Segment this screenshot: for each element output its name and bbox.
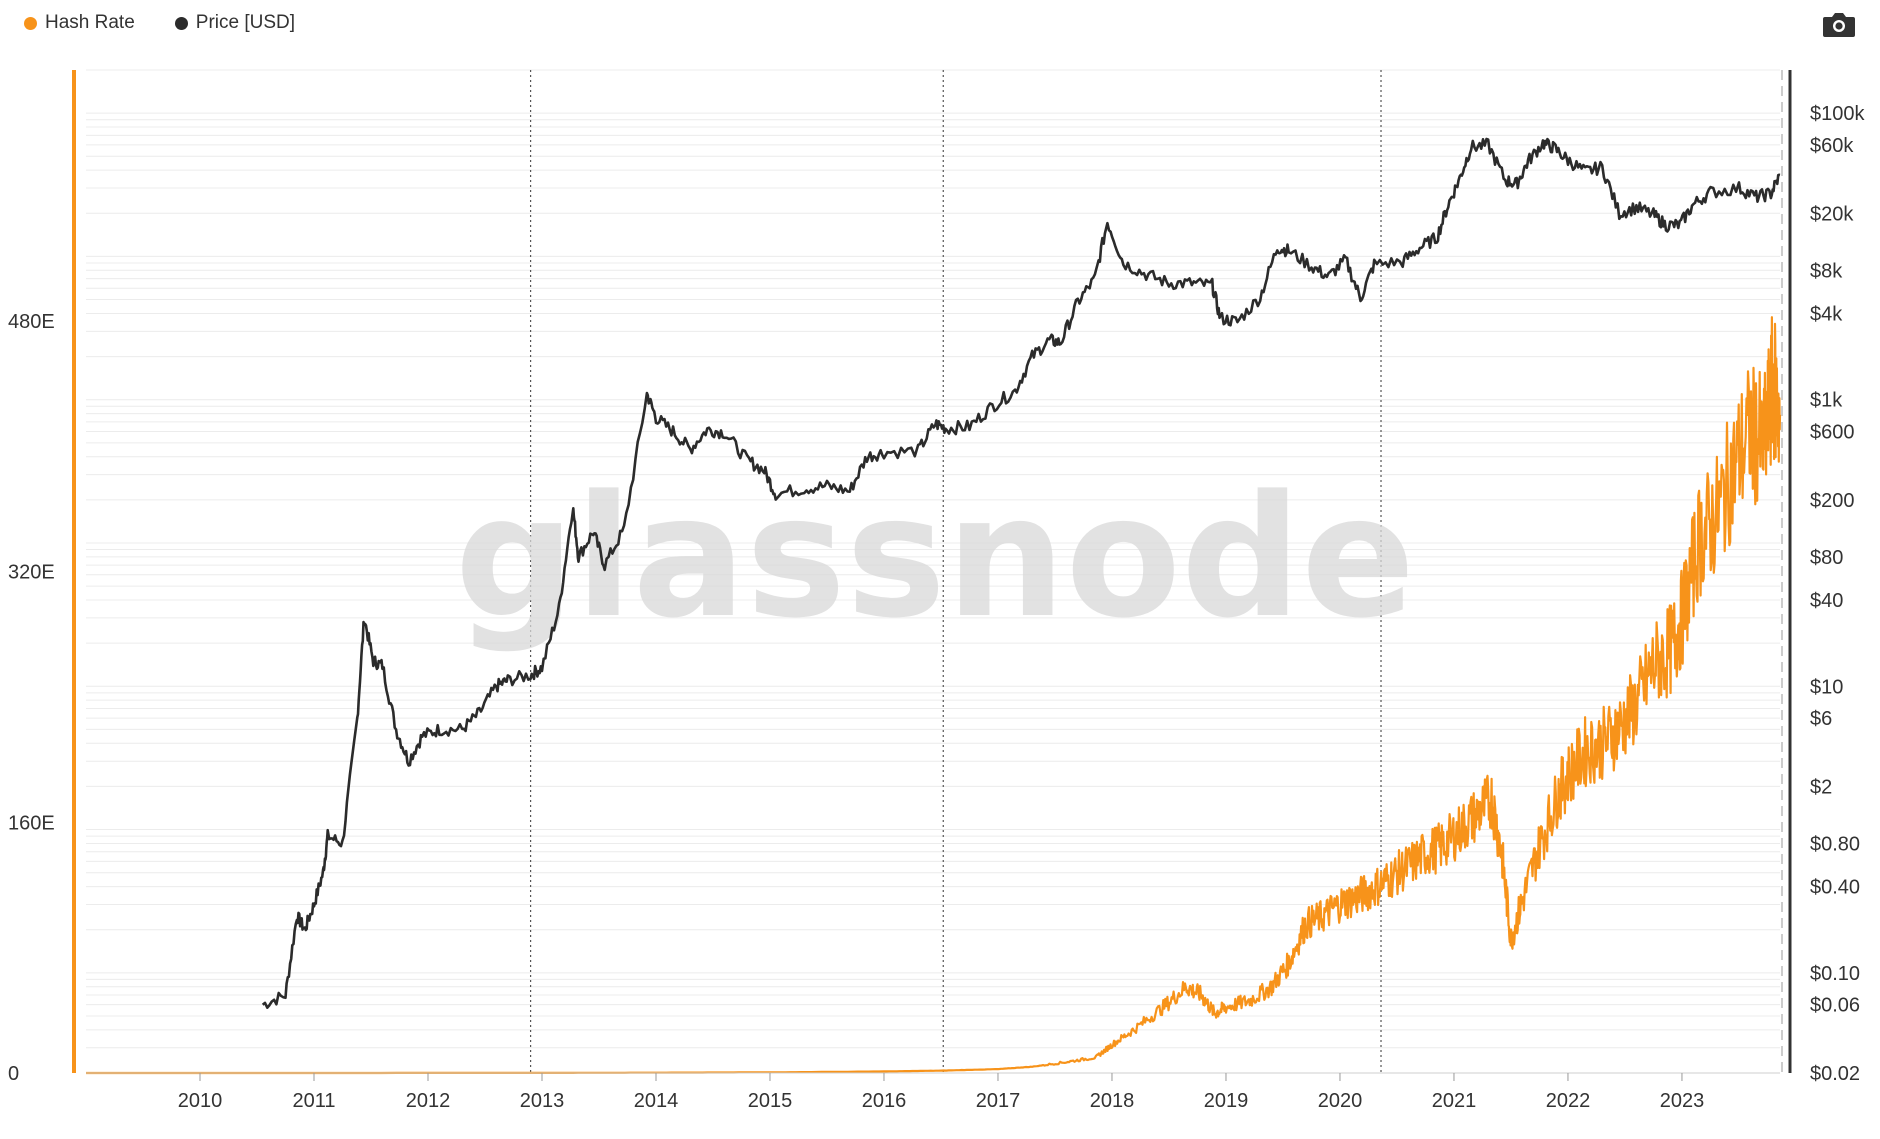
x-tick-label: 2020 bbox=[1318, 1090, 1363, 1112]
price-line bbox=[261, 137, 1781, 1009]
legend-item-price[interactable]: Price [USD] bbox=[174, 12, 296, 34]
x-tick-label: 2013 bbox=[520, 1090, 565, 1112]
y-left-tick-label: 480E bbox=[8, 311, 55, 333]
x-tick-label: 2014 bbox=[634, 1090, 679, 1112]
y-right-tick-label: $1k bbox=[1810, 390, 1843, 412]
hash-rate-series bbox=[86, 316, 1782, 1075]
x-tick-label: 2016 bbox=[862, 1090, 907, 1112]
legend: Hash Rate Price [USD] bbox=[24, 12, 295, 34]
y-right-tick-label: $0.10 bbox=[1810, 963, 1860, 985]
hash-rate-line bbox=[86, 316, 1782, 1075]
x-tick-label: 2023 bbox=[1660, 1090, 1705, 1112]
y-right-axis-ticks: $100k $60k $20k $8k $4k $1k $600 $200 $80 $40 $10 $… bbox=[1810, 103, 1865, 1085]
legend-price-dot bbox=[174, 16, 188, 30]
legend-price-label: Price [USD] bbox=[195, 12, 296, 33]
legend-item-hash-rate[interactable]: Hash Rate bbox=[24, 12, 135, 34]
y-right-tick-label: $80 bbox=[1810, 547, 1843, 569]
y-left-axis-ticks: 0 160E 320E 480E bbox=[8, 311, 55, 1085]
x-tick-label: 2011 bbox=[292, 1090, 335, 1112]
y-right-tick-label: $4k bbox=[1810, 303, 1843, 325]
y-right-tick-label: $20k bbox=[1810, 203, 1854, 225]
legend-hash-rate-label: Hash Rate bbox=[45, 12, 135, 33]
camera-icon[interactable] bbox=[1822, 10, 1856, 38]
y-right-tick-label: $200 bbox=[1810, 490, 1855, 512]
price-series bbox=[261, 137, 1781, 1009]
x-tick-label: 2019 bbox=[1204, 1090, 1249, 1112]
y-right-tick-label: $10 bbox=[1810, 676, 1843, 698]
y-right-tick-label: $2 bbox=[1810, 776, 1832, 798]
y-right-tick-label: $600 bbox=[1810, 421, 1855, 443]
legend-hash-rate-dot bbox=[24, 16, 37, 30]
y-right-tick-label: $6 bbox=[1810, 708, 1832, 730]
y-right-tick-label: $0.40 bbox=[1810, 877, 1860, 899]
x-tick-label: 2010 bbox=[178, 1090, 223, 1112]
x-tick-label: 2018 bbox=[1090, 1090, 1135, 1112]
y-right-tick-label: $0.80 bbox=[1810, 833, 1860, 855]
y-left-tick-label: 160E bbox=[8, 812, 55, 834]
x-tick-label: 2015 bbox=[748, 1090, 793, 1112]
x-tick-label: 2021 bbox=[1432, 1090, 1477, 1112]
axes bbox=[72, 70, 1792, 1074]
x-tick-label: 2017 bbox=[976, 1090, 1021, 1112]
y-right-tick-label: $40 bbox=[1810, 590, 1843, 612]
y-right-tick-label: $100k bbox=[1810, 103, 1865, 125]
watermark: glassnode bbox=[455, 459, 1415, 655]
halving-lines bbox=[529, 70, 1783, 1073]
y-left-tick-label: 320E bbox=[8, 562, 55, 584]
y-right-tick-label: $8k bbox=[1810, 260, 1843, 282]
y-right-tick-label: $60k bbox=[1810, 135, 1854, 157]
x-tick-label: 2012 bbox=[406, 1090, 451, 1112]
x-tick-label: 2022 bbox=[1546, 1090, 1591, 1112]
y-left-tick-label: 0 bbox=[8, 1063, 19, 1085]
y-right-tick-label: $0.02 bbox=[1810, 1063, 1860, 1085]
x-axis-ticks: 2010 2011 2012 2013 2014 2015 2016 2017 2018 2019… bbox=[178, 1073, 1704, 1112]
y-right-tick-label: $0.06 bbox=[1810, 995, 1860, 1017]
